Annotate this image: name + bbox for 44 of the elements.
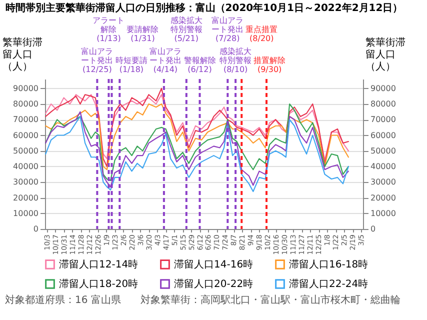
legend-label: 滞留人口22-24時 (289, 278, 368, 290)
y-axis-title: 繁華街滞留人口（人） (2, 36, 42, 72)
ref-line-label: 要請解除(1/31) (126, 25, 159, 43)
y-tick-label: 30000 (13, 178, 38, 187)
legend-label: 滞留人口20-22時 (174, 278, 254, 290)
ref-line-label: 感染拡大特別警報(5/21) (170, 16, 202, 43)
y-tick-label: 80000 (13, 100, 38, 108)
legend-label: 滞留人口14-16時 (174, 258, 254, 270)
y-tick-label: 10000 (13, 208, 38, 218)
y-tick-label: 40000 (13, 162, 38, 171)
ref-line-label: 富山アラート発出(7/28) (212, 16, 244, 43)
text: 対象繁華街：高岡駅北口・富山駅・富山市桜木町・総曲輪 (140, 294, 400, 306)
ref-line-label: 富山アラート発出(12/25) (81, 47, 114, 74)
ref-line-label: 重点措置(8/20) (246, 25, 278, 43)
y2-tick-label: 0 (370, 224, 376, 234)
y2-tick-label: 40000 (370, 162, 396, 171)
legend-label: 滞留人口12-14時 (59, 258, 138, 270)
y2-tick-label: 10000 (370, 208, 396, 218)
ref-line-label: 富山アラート発出(4/14) (149, 47, 182, 74)
y-tick-label: 0 (33, 224, 38, 234)
ref-line-label: アラート解除(1/13) (92, 16, 125, 43)
ref-line-label: 警報解除(6/12) (184, 56, 216, 74)
y2-tick-label: 90000 (370, 84, 396, 93)
y2-tick-label: 30000 (370, 178, 396, 187)
y-tick-label: 70000 (13, 115, 38, 124)
y-tick-label: 90000 (13, 84, 38, 93)
y2-axis-title: 繁華街滞留人口（人） (366, 36, 406, 72)
ref-line-label: 措置解除(9/30) (254, 56, 286, 74)
chart-title: 時間帯別主要繁華街滞留人口の日別推移：富山（2020年10月1日～2022年2月12日） (5, 2, 403, 14)
y2-tick-label: 70000 (370, 115, 396, 124)
ref-line-label: 時短要請(1/18) (115, 56, 148, 74)
legend-label: 滞留人口16-18時 (289, 258, 368, 270)
line-series (45, 94, 349, 161)
y-tick-label: 60000 (13, 130, 38, 140)
ref-line-label: 感染拡大特別警報(8/10) (220, 47, 252, 74)
y2-tick-label: 60000 (370, 130, 396, 140)
line-series (45, 88, 349, 168)
legend-label: 滞留人口18-20時 (59, 278, 138, 290)
y2-tick-label: 50000 (370, 146, 396, 156)
y-tick-label: 20000 (13, 193, 38, 202)
y2-tick-label: 20000 (370, 193, 396, 202)
y-tick-label: 50000 (13, 146, 38, 156)
y2-tick-label: 80000 (370, 100, 396, 108)
text: 対象都道府県：16 富山県 (5, 294, 121, 306)
